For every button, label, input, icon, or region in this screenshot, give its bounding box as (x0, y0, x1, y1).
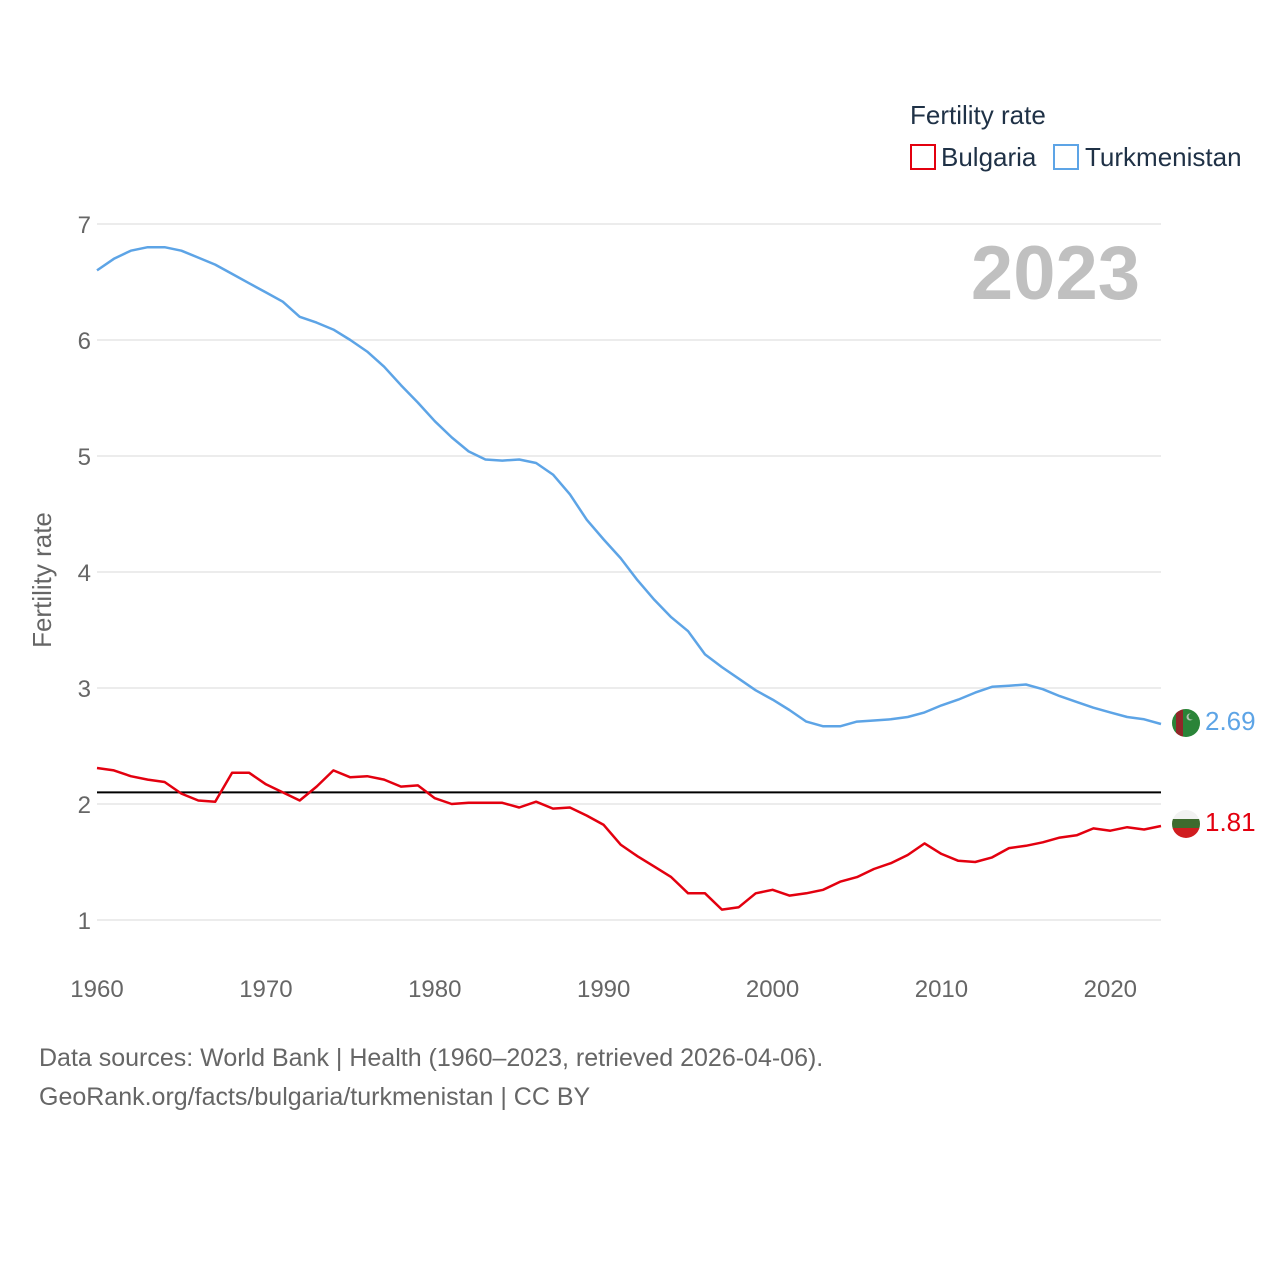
x-tick-label: 1970 (239, 976, 292, 1003)
y-tick-label: 5 (78, 444, 91, 471)
current-year-label: 2023 (971, 231, 1140, 316)
bulgaria-flag-icon (1172, 810, 1200, 838)
legend-label-turkmenistan[interactable]: Turkmenistan (1085, 142, 1242, 172)
x-tick-label: 1960 (70, 976, 123, 1003)
legend-swatch-bulgaria[interactable] (910, 144, 936, 170)
x-tick-label: 1980 (408, 976, 461, 1003)
legend-swatch-turkmenistan[interactable] (1053, 144, 1079, 170)
y-tick-label: 4 (78, 560, 91, 587)
y-tick-label: 7 (78, 212, 91, 239)
x-tick-label: 2010 (915, 976, 968, 1003)
turkmenistan-flag-icon (1172, 709, 1200, 737)
y-tick-label: 3 (78, 676, 91, 703)
end-value-turkmenistan: 2.69 (1205, 706, 1256, 736)
data-source-text: Data sources: World Bank | Health (1960–… (39, 1044, 824, 1072)
x-tick-label: 2020 (1084, 976, 1137, 1003)
fertility-chart: 1 2 3 4 5 6 7 1960 1970 1980 1990 2000 2010 2020 Fer… (27, 100, 1256, 1003)
y-tick-label: 2 (78, 792, 91, 819)
credit-text: GeoRank.org/facts/bulgaria/turkmenistan … (39, 1083, 591, 1111)
legend-label-bulgaria[interactable]: Bulgaria (941, 142, 1037, 172)
legend-title: Fertility rate (910, 100, 1046, 130)
legend: Fertility rate Bulgaria Turkmenistan (910, 100, 1242, 172)
y-axis-title: Fertility rate (27, 512, 57, 648)
grid-lines (97, 223, 1161, 921)
x-tick-label: 2000 (746, 976, 799, 1003)
y-axis-ticks: 1 2 3 4 5 6 7 (78, 212, 91, 935)
end-value-bulgaria: 1.81 (1205, 807, 1256, 837)
y-tick-label: 6 (78, 328, 91, 355)
series-group (96, 245, 1162, 911)
x-tick-label: 1990 (577, 976, 630, 1003)
x-axis-ticks: 1960 1970 1980 1990 2000 2010 2020 (70, 976, 1137, 1003)
y-tick-label: 1 (78, 908, 91, 935)
series-line-bulgaria[interactable] (96, 766, 1162, 911)
series-line-turkmenistan[interactable] (96, 245, 1162, 728)
